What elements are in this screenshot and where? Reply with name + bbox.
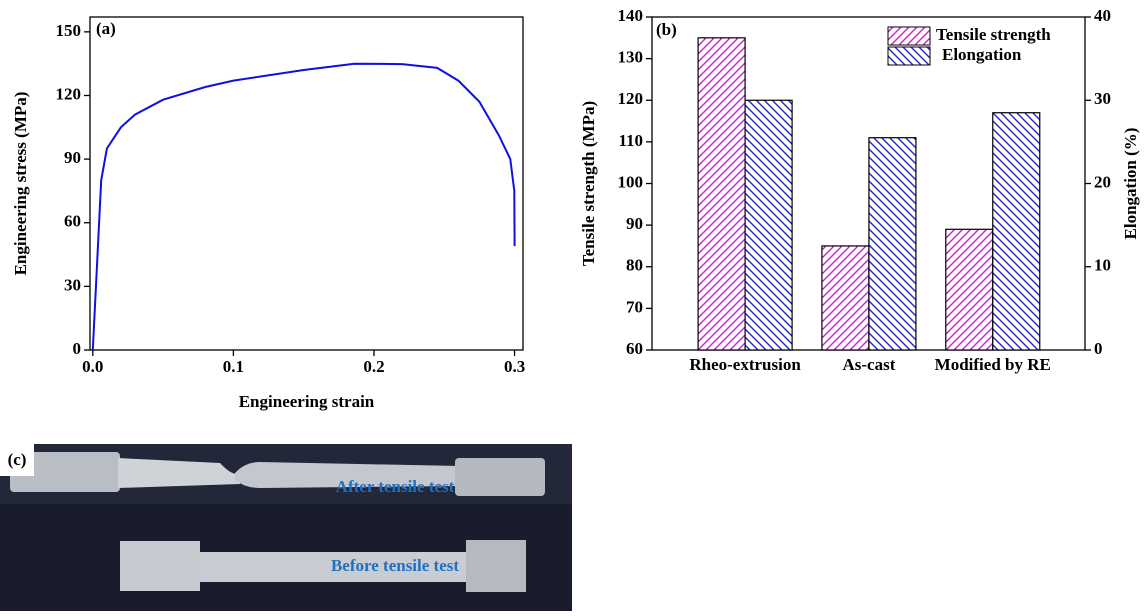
y2-tick-label: 40: [1094, 6, 1111, 25]
y-tick-label: 90: [626, 214, 643, 233]
x-tick-label: 0.0: [82, 357, 103, 376]
axis-title: Elongation (%): [1121, 128, 1140, 240]
figure: (c) After tensile test Before tensile te…: [0, 0, 1144, 611]
y-tick-label: 30: [64, 275, 81, 294]
y-tick-label: 60: [64, 212, 81, 231]
y-tick-label: 120: [618, 89, 644, 108]
axis-title: Engineering stress (MPa): [11, 92, 30, 276]
axis-title: Tensile strength (MPa): [579, 101, 598, 266]
y2-tick-label: 10: [1094, 256, 1111, 275]
y-tick-label: 90: [64, 148, 81, 167]
bar: [822, 246, 869, 350]
y2-tick-label: 0: [1094, 339, 1103, 358]
y-tick-label: 120: [56, 84, 82, 103]
photo-caption: After tensile test: [336, 477, 455, 496]
bar: [946, 229, 993, 350]
x-tick-label: 0.3: [504, 357, 525, 376]
y-tick-label: 80: [626, 256, 643, 275]
legend-label: Elongation: [942, 45, 1022, 64]
y-tick-label: 110: [618, 131, 643, 150]
x-tick-label: As-cast: [842, 355, 895, 374]
y-tick-label: 150: [56, 21, 82, 40]
photo-caption: Before tensile test: [331, 556, 459, 575]
y-tick-label: 100: [618, 172, 644, 191]
x-tick-label: Modified by RE: [935, 355, 1051, 374]
y2-tick-label: 30: [1094, 89, 1111, 108]
plot-frame: [90, 17, 523, 350]
x-tick-label: Rheo-extrusion: [689, 355, 801, 374]
x-tick-label: 0.1: [223, 357, 244, 376]
legend-swatch: [888, 47, 930, 65]
bar: [745, 100, 792, 350]
bar: [993, 113, 1040, 350]
y-tick-label: 60: [626, 339, 643, 358]
bar: [698, 38, 745, 350]
panel-label: (b): [656, 20, 677, 39]
y-tick-label: 70: [626, 297, 643, 316]
x-tick-label: 0.2: [363, 357, 384, 376]
legend-swatch: [888, 27, 930, 45]
x-axis-title: Engineering strain: [239, 392, 375, 411]
y2-tick-label: 20: [1094, 172, 1111, 191]
legend-label: Tensile strength: [936, 25, 1051, 44]
panel-label: (c): [8, 450, 27, 469]
bar: [869, 138, 916, 350]
panel-label: (a): [96, 19, 116, 38]
photo: (c) After tensile test Before tensile te…: [0, 444, 572, 611]
y-tick-label: 140: [618, 6, 644, 25]
y-tick-label: 130: [618, 48, 644, 67]
y-tick-label: 0: [73, 339, 82, 358]
stress-strain-curve: [93, 64, 515, 350]
